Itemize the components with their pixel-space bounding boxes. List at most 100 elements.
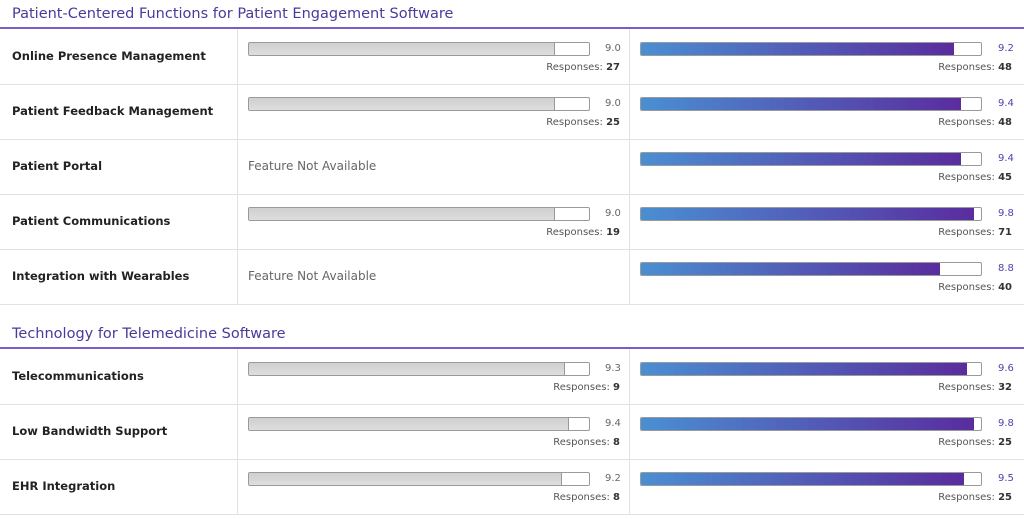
score-label: 9.4 bbox=[605, 418, 621, 429]
section-title: Patient-Centered Functions for Patient E… bbox=[12, 6, 454, 22]
score-label: 9.0 bbox=[605, 208, 621, 219]
score-bar bbox=[249, 473, 562, 485]
section-underline bbox=[0, 347, 1024, 349]
column-divider bbox=[629, 29, 630, 304]
score-bar-track bbox=[640, 362, 982, 376]
score-bar bbox=[249, 418, 569, 430]
row-divider bbox=[0, 459, 1024, 460]
score-bar-track bbox=[248, 417, 590, 431]
responses-count: 25 bbox=[606, 117, 620, 128]
score-label: 9.8 bbox=[998, 418, 1014, 429]
responses-count: 19 bbox=[606, 227, 620, 238]
score-label: 9.2 bbox=[605, 473, 621, 484]
score-bar-track bbox=[640, 262, 982, 276]
feature-not-available: Feature Not Available bbox=[248, 269, 377, 283]
score-bar bbox=[249, 43, 555, 55]
score-bar bbox=[249, 98, 555, 110]
responses-label: Responses: bbox=[546, 227, 603, 238]
responses: Responses: 48 bbox=[812, 62, 1012, 73]
responses: Responses: 25 bbox=[812, 492, 1012, 503]
score-bar-track bbox=[248, 362, 590, 376]
responses-label: Responses: bbox=[546, 117, 603, 128]
score-bar bbox=[641, 418, 975, 430]
feature-name: Telecommunications bbox=[12, 369, 144, 383]
score-bar bbox=[641, 208, 975, 220]
responses: Responses: 40 bbox=[812, 282, 1012, 293]
score-bar-track bbox=[248, 42, 590, 56]
row-divider bbox=[0, 304, 1024, 305]
responses: Responses: 32 bbox=[812, 382, 1012, 393]
responses-label: Responses: bbox=[553, 437, 610, 448]
responses-count: 25 bbox=[998, 492, 1012, 503]
responses: Responses: 71 bbox=[812, 227, 1012, 238]
responses-label: Responses: bbox=[938, 437, 995, 448]
score-label: 9.2 bbox=[998, 43, 1014, 54]
score-bar bbox=[249, 363, 566, 375]
feature-name: Online Presence Management bbox=[12, 49, 206, 63]
responses-count: 8 bbox=[613, 437, 620, 448]
responses-count: 8 bbox=[613, 492, 620, 503]
feature-name: Low Bandwidth Support bbox=[12, 424, 168, 438]
score-bar-track bbox=[640, 207, 982, 221]
score-bar-track bbox=[640, 97, 982, 111]
score-bar bbox=[641, 263, 941, 275]
score-label: 9.0 bbox=[605, 43, 621, 54]
responses: Responses: 25 bbox=[420, 117, 620, 128]
score-bar-track bbox=[640, 417, 982, 431]
row-divider bbox=[0, 194, 1024, 195]
score-bar-track bbox=[248, 472, 590, 486]
responses-count: 40 bbox=[998, 282, 1012, 293]
responses-count: 27 bbox=[606, 62, 620, 73]
row-divider bbox=[0, 514, 1024, 515]
responses-label: Responses: bbox=[938, 382, 995, 393]
row-divider bbox=[0, 84, 1024, 85]
score-bar-track bbox=[640, 152, 982, 166]
responses: Responses: 48 bbox=[812, 117, 1012, 128]
score-label: 9.4 bbox=[998, 98, 1014, 109]
responses: Responses: 19 bbox=[420, 227, 620, 238]
responses: Responses: 9 bbox=[420, 382, 620, 393]
responses-label: Responses: bbox=[938, 172, 995, 183]
responses-label: Responses: bbox=[546, 62, 603, 73]
responses-count: 45 bbox=[998, 172, 1012, 183]
responses: Responses: 27 bbox=[420, 62, 620, 73]
score-bar bbox=[249, 208, 555, 220]
responses: Responses: 8 bbox=[420, 492, 620, 503]
column-divider bbox=[237, 349, 238, 514]
score-bar bbox=[641, 473, 964, 485]
score-bar bbox=[641, 153, 961, 165]
score-bar-track bbox=[640, 472, 982, 486]
column-divider bbox=[237, 29, 238, 304]
responses-count: 32 bbox=[998, 382, 1012, 393]
responses-label: Responses: bbox=[553, 492, 610, 503]
score-bar bbox=[641, 363, 968, 375]
section-title: Technology for Telemedicine Software bbox=[12, 326, 286, 342]
responses: Responses: 45 bbox=[812, 172, 1012, 183]
responses-label: Responses: bbox=[938, 62, 995, 73]
responses-count: 71 bbox=[998, 227, 1012, 238]
responses-label: Responses: bbox=[938, 117, 995, 128]
row-divider bbox=[0, 249, 1024, 250]
score-label: 8.8 bbox=[998, 263, 1014, 274]
responses-label: Responses: bbox=[938, 282, 995, 293]
feature-name: Patient Feedback Management bbox=[12, 104, 214, 118]
score-label: 9.5 bbox=[998, 473, 1014, 484]
responses-label: Responses: bbox=[938, 227, 995, 238]
responses-count: 48 bbox=[998, 117, 1012, 128]
responses-count: 9 bbox=[613, 382, 620, 393]
score-bar bbox=[641, 98, 961, 110]
score-bar-track bbox=[640, 42, 982, 56]
score-label: 9.6 bbox=[998, 363, 1014, 374]
responses: Responses: 25 bbox=[812, 437, 1012, 448]
section-underline bbox=[0, 27, 1024, 29]
score-bar bbox=[641, 43, 954, 55]
responses: Responses: 8 bbox=[420, 437, 620, 448]
score-bar-track bbox=[248, 207, 590, 221]
score-bar-track bbox=[248, 97, 590, 111]
feature-name: Patient Communications bbox=[12, 214, 171, 228]
score-label: 9.3 bbox=[605, 363, 621, 374]
column-divider bbox=[629, 349, 630, 514]
feature-name: EHR Integration bbox=[12, 479, 116, 493]
score-label: 9.4 bbox=[998, 153, 1014, 164]
